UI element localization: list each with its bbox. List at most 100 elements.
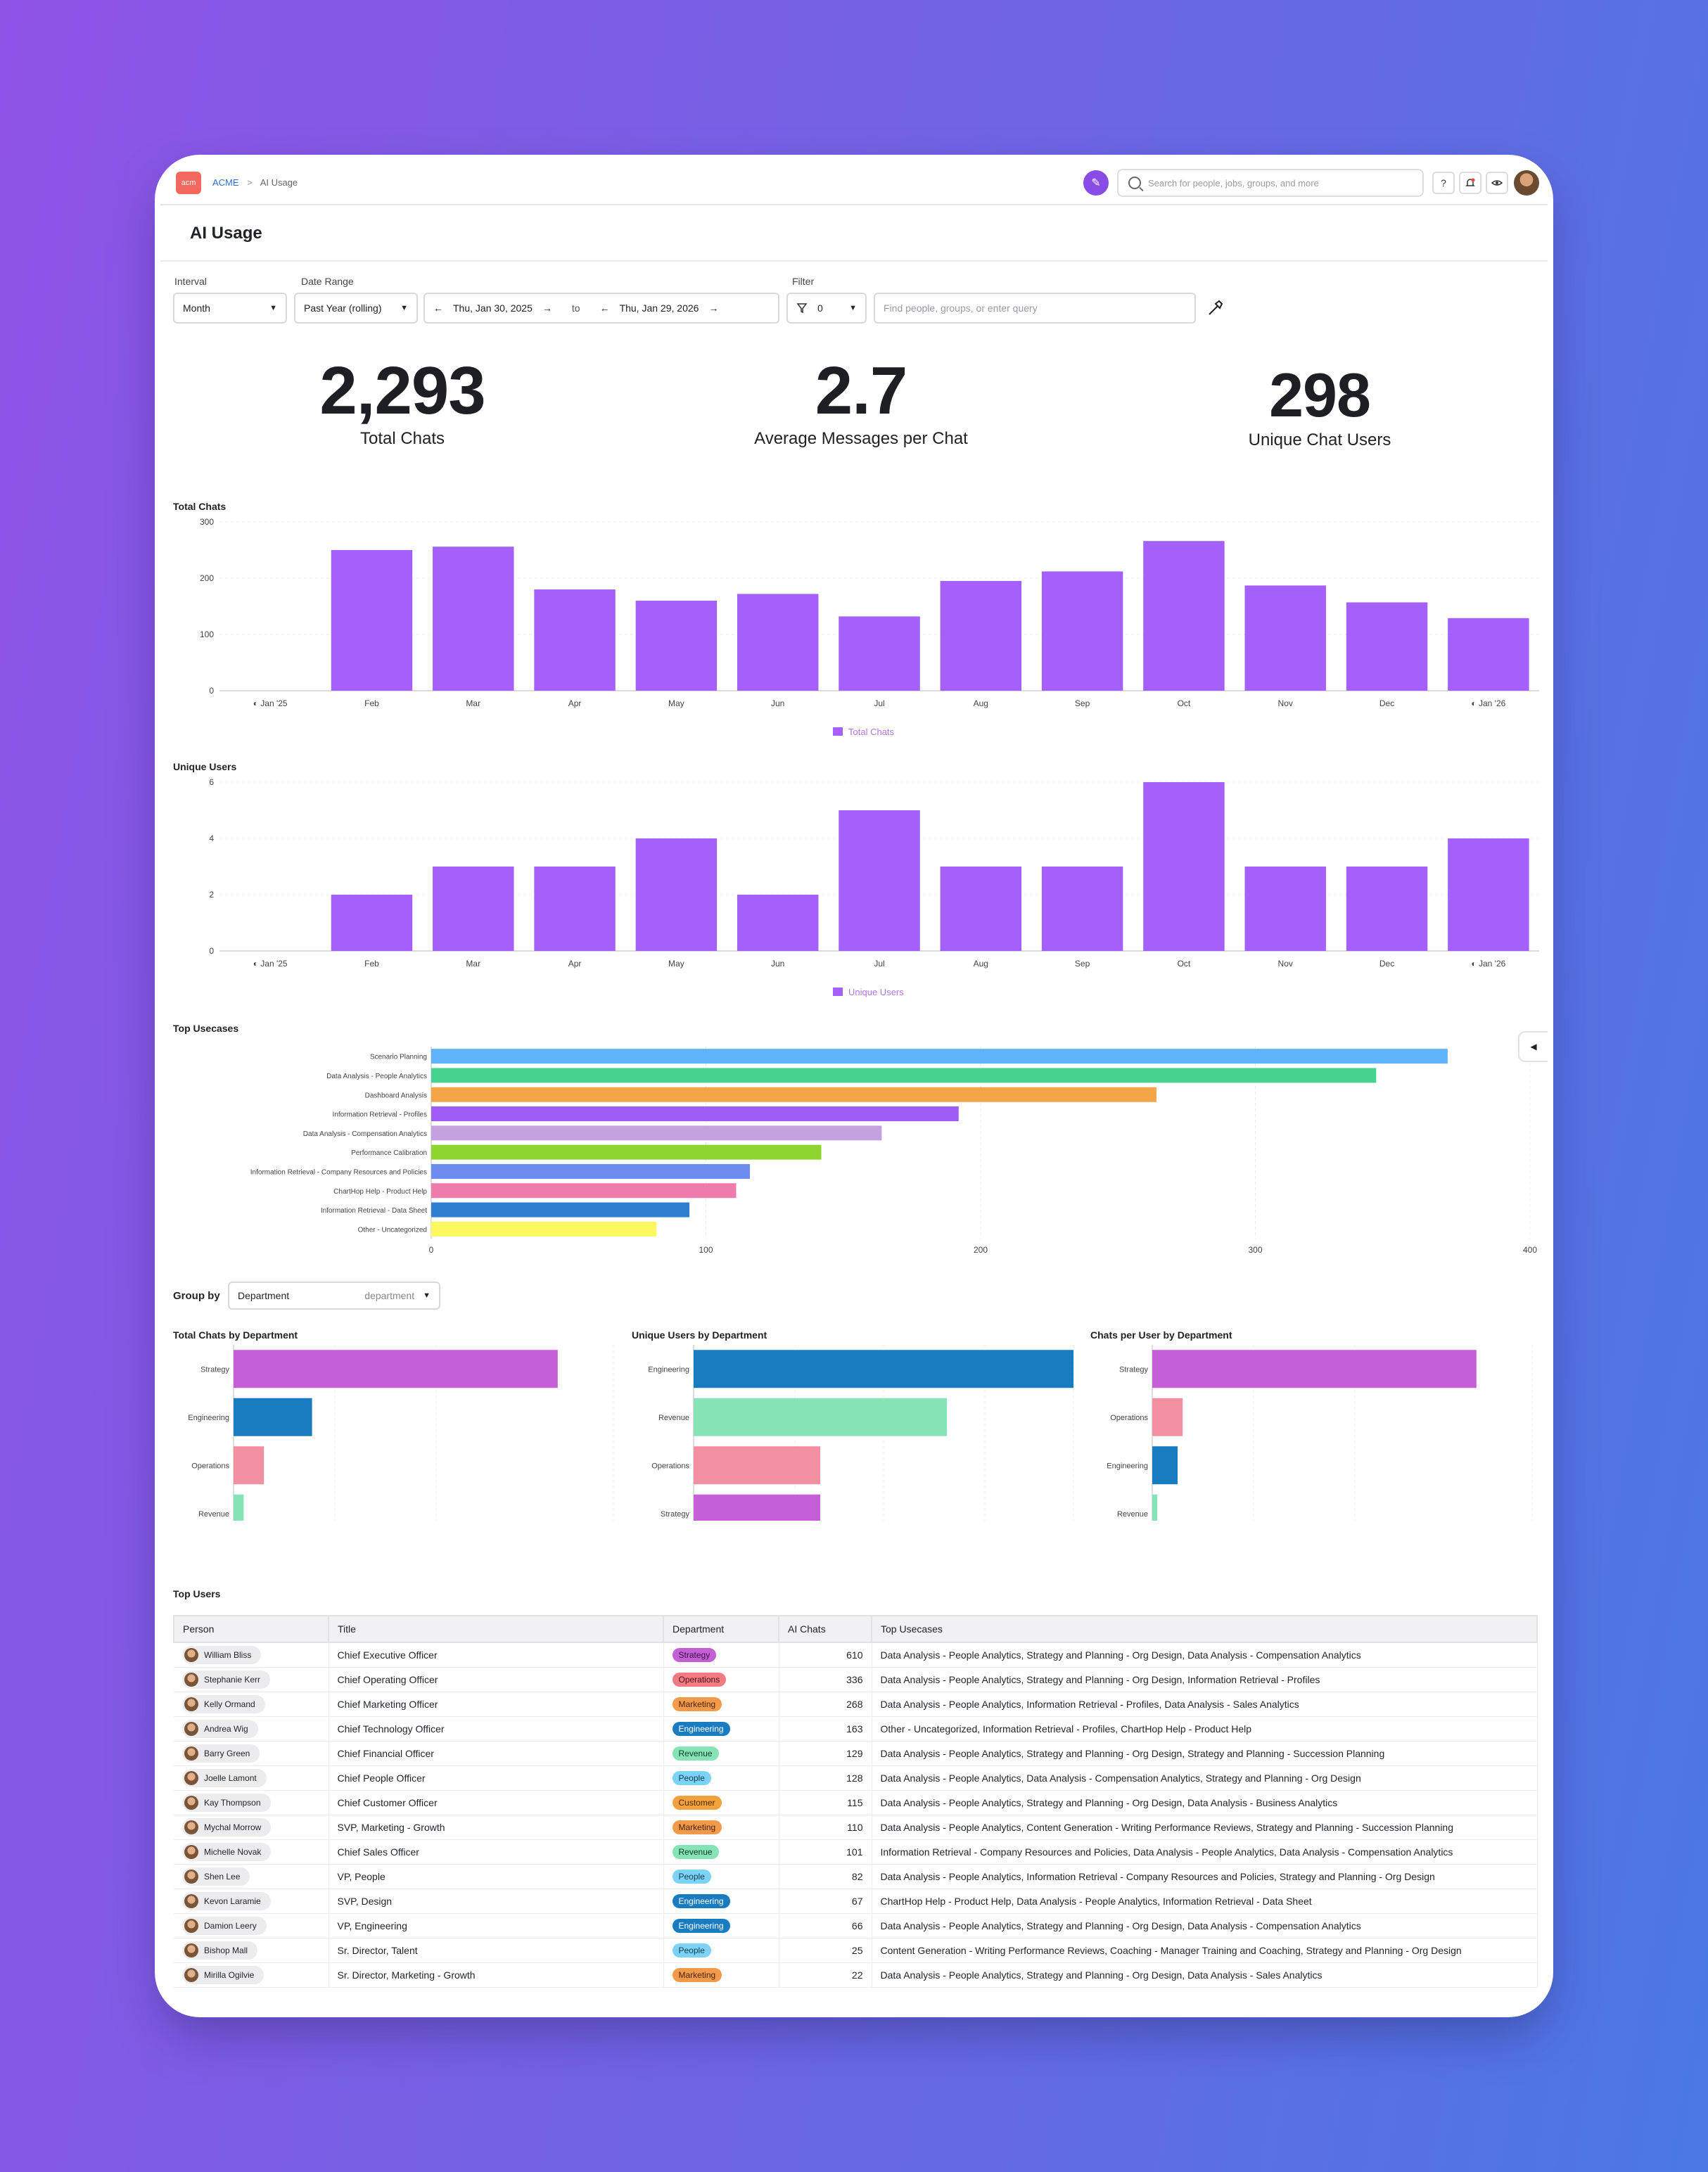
table-row[interactable]: Barry Green Chief Financial Officer Revenu… bbox=[174, 1741, 1538, 1766]
arrow-left-icon[interactable]: ← bbox=[599, 302, 610, 314]
department-badge[interactable]: Revenue bbox=[672, 1746, 719, 1761]
column-header[interactable]: AI Chats bbox=[778, 1615, 872, 1643]
person-chip[interactable]: Shen Lee bbox=[182, 1867, 250, 1886]
company-logo[interactable]: acm bbox=[176, 172, 201, 194]
x-tick-label: Dec bbox=[1379, 959, 1394, 969]
table-row[interactable]: Kay Thompson Chief Customer Officer Custom… bbox=[174, 1790, 1538, 1815]
table-row[interactable]: Andrea Wig Chief Technology Officer Engine… bbox=[174, 1716, 1538, 1742]
arrow-right-icon[interactable]: → bbox=[708, 302, 719, 314]
ai-chats-cell: 22 bbox=[779, 1962, 872, 1988]
table-row[interactable]: Bishop Mall Sr. Director, Talent People 25 C… bbox=[174, 1938, 1538, 1963]
person-chip[interactable]: Mychal Morrow bbox=[182, 1818, 272, 1836]
person-chip[interactable]: William Bliss bbox=[182, 1645, 262, 1664]
table-row[interactable]: Michelle Novak Chief Sales Officer Revenue… bbox=[174, 1839, 1538, 1865]
usecases-cell: Data Analysis - People Analytics, Strate… bbox=[872, 1741, 1538, 1766]
category-label: Strategy bbox=[661, 1510, 689, 1519]
group-by-label: Group by bbox=[173, 1290, 220, 1302]
collapse-panel-button[interactable]: ◀ bbox=[1518, 1031, 1548, 1062]
eye-icon[interactable] bbox=[1486, 172, 1508, 194]
department-badge[interactable]: Customer bbox=[672, 1795, 722, 1810]
global-search[interactable]: Search for people, jobs, groups, and mor… bbox=[1117, 169, 1424, 197]
table-row[interactable]: Joelle Lamont Chief People Officer People 1… bbox=[174, 1765, 1538, 1791]
group-by-select[interactable]: Department department ▼ bbox=[228, 1282, 440, 1310]
date-range-label: Date Range bbox=[301, 276, 354, 287]
start-date[interactable]: Thu, Jan 30, 2025 bbox=[453, 302, 533, 314]
table-row[interactable]: Mychal Morrow SVP, Marketing - Growth Mark… bbox=[174, 1815, 1538, 1840]
department-badge[interactable]: Marketing bbox=[672, 1820, 722, 1834]
table-row[interactable]: William Bliss Chief Executive Officer Stra… bbox=[174, 1642, 1538, 1668]
person-chip[interactable]: Barry Green bbox=[182, 1744, 260, 1763]
department-badge[interactable]: Engineering bbox=[672, 1721, 730, 1736]
table-row[interactable]: Damion Leery VP, Engineering Engineering 66… bbox=[174, 1913, 1538, 1938]
table-row[interactable]: Kevon Laramie SVP, Design Engineering 67 Cha… bbox=[174, 1889, 1538, 1914]
department-cell: Engineering bbox=[663, 1716, 779, 1742]
breadcrumb-link-acme[interactable]: ACME bbox=[212, 177, 239, 188]
query-input[interactable]: Find people, groups, or enter query bbox=[874, 293, 1196, 324]
divider bbox=[160, 260, 1548, 262]
department-badge[interactable]: People bbox=[672, 1770, 711, 1785]
arrow-left-icon[interactable]: ← bbox=[433, 302, 443, 314]
magic-wand-icon[interactable] bbox=[1206, 298, 1225, 318]
category-label: Data Analysis - Compensation Analytics bbox=[303, 1130, 427, 1138]
column-header[interactable]: Person bbox=[173, 1615, 329, 1643]
help-icon[interactable]: ? bbox=[1432, 172, 1455, 194]
x-tick-label: Aug bbox=[974, 698, 988, 708]
x-tick-label: Jun bbox=[771, 959, 784, 969]
person-chip[interactable]: Mirilla Ogilvie bbox=[182, 1965, 265, 1984]
category-label: Revenue bbox=[658, 1414, 689, 1422]
search-placeholder: Search for people, jobs, groups, and mor… bbox=[1148, 177, 1319, 189]
unique-users-chart: 0 2 4 6 ◐ Jan '25 Feb Mar Apr May Jun Jul Aug Sep Oct… bbox=[209, 777, 1539, 997]
search-icon bbox=[1128, 177, 1141, 189]
person-chip[interactable]: Damion Leery bbox=[182, 1916, 267, 1935]
person-chip[interactable]: Bishop Mall bbox=[182, 1941, 258, 1960]
department-badge[interactable]: Operations bbox=[672, 1672, 727, 1687]
category-label: Dashboard Analysis bbox=[365, 1092, 427, 1099]
x-tick-label: 400 bbox=[1523, 1245, 1537, 1255]
notifications-icon[interactable] bbox=[1459, 172, 1481, 194]
title-cell: Chief Financial Officer bbox=[329, 1741, 664, 1766]
department-badge[interactable]: Engineering bbox=[672, 1918, 730, 1933]
arrow-right-icon[interactable]: → bbox=[542, 302, 552, 314]
department-badge[interactable]: People bbox=[672, 1943, 711, 1957]
column-header[interactable]: Department bbox=[663, 1615, 779, 1643]
department-badge[interactable]: Marketing bbox=[672, 1697, 722, 1711]
chevron-down-icon: ▼ bbox=[423, 1291, 431, 1300]
x-tick-label: Jun bbox=[771, 698, 784, 708]
person-chip[interactable]: Stephanie Kerr bbox=[182, 1670, 271, 1689]
department-badge[interactable]: Engineering bbox=[672, 1893, 730, 1908]
person-chip[interactable]: Michelle Novak bbox=[182, 1842, 272, 1861]
department-badge[interactable]: Revenue bbox=[672, 1844, 719, 1859]
person-cell: Mirilla Ogilvie bbox=[174, 1962, 329, 1988]
bar bbox=[1143, 782, 1225, 951]
department-badge[interactable]: Marketing bbox=[672, 1967, 722, 1982]
person-chip[interactable]: Joelle Lamont bbox=[182, 1768, 267, 1787]
x-tick-label: Nov bbox=[1278, 698, 1293, 708]
department-badge[interactable]: People bbox=[672, 1869, 711, 1884]
table-row[interactable]: Shen Lee VP, People People 82 Data Analysis … bbox=[174, 1864, 1538, 1889]
filter-select[interactable]: 0 ▼ bbox=[786, 293, 867, 324]
chart-title: Unique Users bbox=[173, 761, 237, 772]
user-avatar[interactable] bbox=[1514, 170, 1539, 196]
person-chip[interactable]: Kevon Laramie bbox=[182, 1891, 271, 1910]
table-row[interactable]: Kelly Ormand Chief Marketing Officer Marke… bbox=[174, 1692, 1538, 1717]
ai-assistant-button[interactable]: ✎ bbox=[1083, 170, 1109, 196]
person-chip[interactable]: Kay Thompson bbox=[182, 1793, 271, 1812]
person-chip[interactable]: Andrea Wig bbox=[182, 1719, 258, 1738]
person-chip[interactable]: Kelly Ormand bbox=[182, 1694, 265, 1713]
category-label: Operations bbox=[1110, 1414, 1148, 1422]
y-tick-label: 0 bbox=[209, 946, 214, 956]
kpi-label: Total Chats bbox=[359, 429, 445, 448]
bar bbox=[431, 1125, 882, 1141]
column-header[interactable]: Title bbox=[328, 1615, 664, 1643]
table-row[interactable]: Stephanie Kerr Chief Operating Officer Ope… bbox=[174, 1667, 1538, 1692]
x-tick-label: Jul bbox=[874, 698, 884, 708]
table-row[interactable]: Mirilla Ogilvie Sr. Director, Marketing -… bbox=[174, 1962, 1538, 1988]
top-users-table: Person Title Department AI Chats Top Use… bbox=[173, 1615, 1538, 1988]
date-range-select[interactable]: Past Year (rolling) ▼ bbox=[294, 293, 418, 324]
end-date[interactable]: Thu, Jan 29, 2026 bbox=[619, 302, 699, 314]
ai-chats-cell: 163 bbox=[779, 1716, 872, 1742]
column-header[interactable]: Top Usecases bbox=[871, 1615, 1538, 1643]
avatar bbox=[184, 1869, 198, 1884]
interval-select[interactable]: Month ▼ bbox=[173, 293, 287, 324]
department-badge[interactable]: Strategy bbox=[672, 1647, 717, 1662]
